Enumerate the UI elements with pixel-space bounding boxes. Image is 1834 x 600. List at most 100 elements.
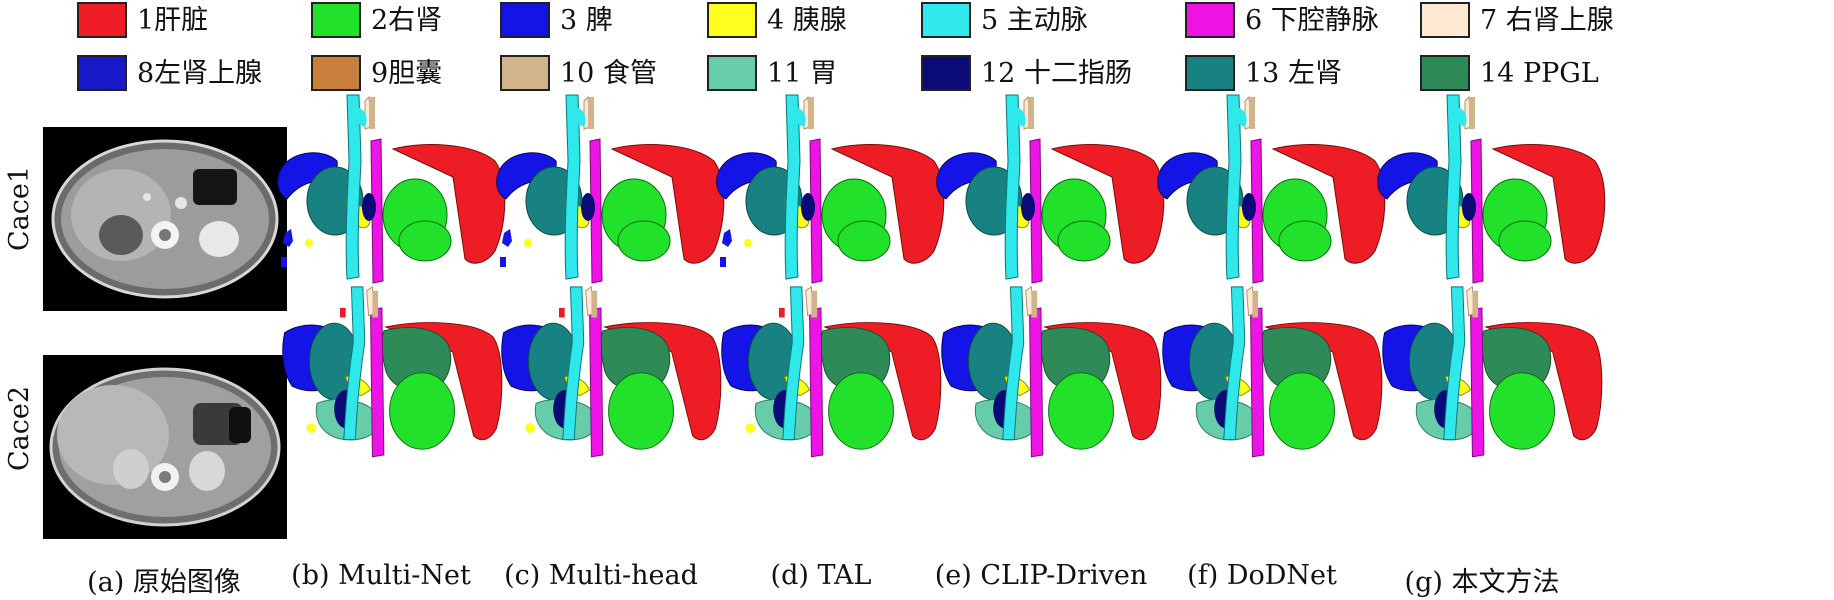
esophagus-shape — [811, 290, 818, 318]
ct-scan-case2 — [43, 355, 287, 539]
duodenum-shape — [362, 193, 376, 221]
aorta-shape — [1443, 286, 1466, 441]
spleen-noise-shape — [283, 229, 293, 247]
legend-item-gallbladder: 9胆囊 — [311, 53, 442, 93]
legend-label: 4 胰腺 — [767, 4, 847, 36]
legend-item-pancreas: 4 胰腺 — [707, 0, 847, 40]
legend-label: 10 食管 — [560, 57, 657, 89]
legend-label: 3 脾 — [560, 4, 613, 36]
esophagus-shape — [1472, 290, 1479, 318]
esophagus-shape-2 — [1028, 97, 1034, 129]
organ-render-svg — [1377, 94, 1606, 284]
legend-label: 2右肾 — [371, 4, 443, 36]
esophagus-shape — [576, 107, 586, 127]
right-kidney-shape — [1048, 372, 1114, 450]
esophagus-shape — [1237, 107, 1247, 127]
legend-swatch — [707, 55, 757, 91]
render-case1-multi-net — [273, 91, 531, 311]
legend-item-left-adrenal: 8左肾上腺 — [77, 53, 262, 93]
esophagus-shape — [1252, 290, 1259, 318]
legend-label: 12 十二指肠 — [981, 57, 1132, 89]
render-case1-tal — [712, 91, 970, 311]
duodenum-shape — [1021, 193, 1035, 221]
caption-clip-driven: (e) CLIP-Driven — [934, 560, 1148, 591]
liver-noise-shape — [339, 307, 346, 318]
legend-item-aorta: 5 主动脉 — [921, 0, 1088, 40]
legend-item-stomach: 11 胃 — [707, 53, 837, 93]
legend-label: 13 左肾 — [1245, 57, 1342, 89]
liver-shape — [384, 322, 503, 441]
esophagus-shape — [591, 290, 598, 318]
ct-scan-image — [49, 367, 281, 527]
ivc-shape — [1250, 138, 1264, 284]
pancreas-noise-shape — [305, 239, 313, 247]
liver-shape — [1271, 144, 1386, 264]
liver-noise-shape — [558, 307, 565, 318]
esophagus-shape — [1457, 107, 1467, 127]
organ-render-svg — [941, 286, 1162, 458]
render-case2-tal — [712, 285, 970, 495]
aorta-shape — [562, 286, 585, 441]
legend-swatch — [500, 55, 550, 91]
right-kidney-shape — [1269, 372, 1335, 450]
render-case2-multi-net — [273, 285, 531, 495]
render-case2-dodnet — [1153, 285, 1411, 495]
esophagus-shape-2 — [808, 97, 814, 129]
esophagus-shape-2 — [588, 97, 594, 129]
right-kidney-lower-shape — [1498, 220, 1552, 262]
legend-label: 14 PPGL — [1480, 57, 1599, 89]
aorta-shape — [1002, 286, 1025, 441]
render-case1-multi-head — [492, 91, 750, 311]
esophagus-shape — [796, 107, 806, 127]
organ-render-svg — [282, 286, 503, 458]
legend-item-duodenum: 12 十二指肠 — [921, 53, 1132, 93]
aorta-shape — [345, 94, 362, 280]
ivc-shape — [370, 138, 384, 284]
legend-swatch — [311, 55, 361, 91]
legend-label: 6 下腔静脉 — [1245, 4, 1379, 36]
legend-item-ppgl: 14 PPGL — [1420, 53, 1599, 93]
esophagus-shape — [1016, 107, 1026, 127]
esophagus-shape-2 — [1249, 97, 1255, 129]
ivc-shape — [1470, 307, 1485, 458]
legend-item-liver: 1肝脏 — [77, 0, 208, 40]
ivc-shape — [1470, 138, 1484, 284]
legend-swatch — [500, 2, 550, 38]
aorta-shape — [343, 286, 366, 441]
liver-noise-shape — [778, 307, 785, 318]
ivc-shape — [589, 138, 603, 284]
legend-swatch — [1185, 2, 1235, 38]
legend-item-spleen: 3 脾 — [500, 0, 613, 40]
render-case2-ours — [1373, 285, 1631, 495]
render-case1-clip-driven — [932, 91, 1190, 311]
caption-tal: (d) TAL — [770, 560, 872, 591]
duodenum-shape — [581, 193, 595, 221]
ct-scan-case1 — [43, 127, 287, 311]
legend: 1肝脏 2右肾 3 脾 4 胰腺 5 主动脉 6 下腔静脉 7 右肾上腺 8左肾… — [0, 0, 1834, 100]
organ-render-svg — [936, 94, 1165, 284]
aorta-shape — [564, 94, 581, 280]
spleen-noise-shape-2 — [500, 257, 506, 267]
organ-render-svg — [277, 94, 506, 284]
right-kidney-lower-shape — [1278, 220, 1332, 262]
spleen-noise-shape — [722, 229, 732, 247]
right-kidney-lower-shape — [837, 220, 891, 262]
legend-swatch — [1420, 2, 1470, 38]
ivc-shape — [589, 307, 604, 458]
legend-swatch — [707, 2, 757, 38]
render-case2-multi-head — [492, 285, 750, 495]
liver-shape — [1484, 322, 1603, 441]
legend-item-right-kidney: 2右肾 — [311, 0, 442, 40]
legend-item-esophagus: 10 食管 — [500, 53, 657, 93]
liver-shape — [1043, 322, 1162, 441]
organ-render-svg — [1157, 94, 1386, 284]
organ-render-svg — [496, 94, 725, 284]
ivc-shape — [1029, 138, 1043, 284]
aorta-shape — [1445, 94, 1462, 280]
ivc-shape — [1250, 307, 1265, 458]
liver-shape — [823, 322, 942, 441]
duodenum-shape — [1462, 193, 1476, 221]
legend-label: 11 胃 — [767, 57, 837, 89]
spleen-noise-shape — [502, 229, 512, 247]
ivc-shape — [809, 307, 824, 458]
